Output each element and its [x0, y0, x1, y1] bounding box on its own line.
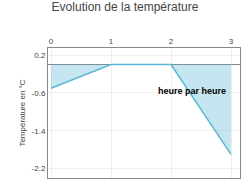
- svg-text:3: 3: [229, 37, 234, 46]
- svg-text:2: 2: [169, 37, 174, 46]
- svg-text:-2.2: -2.2: [32, 164, 46, 173]
- svg-text:Evolution de la température: Evolution de la température: [52, 0, 199, 14]
- svg-text:0.2: 0.2: [34, 51, 46, 60]
- svg-text:0: 0: [49, 37, 54, 46]
- svg-text:Température en °C: Température en °C: [18, 79, 27, 146]
- svg-text:heure par heure: heure par heure: [158, 86, 226, 96]
- svg-text:-1.4: -1.4: [32, 127, 46, 136]
- svg-text:1: 1: [109, 37, 114, 46]
- svg-text:-0.6: -0.6: [32, 89, 46, 98]
